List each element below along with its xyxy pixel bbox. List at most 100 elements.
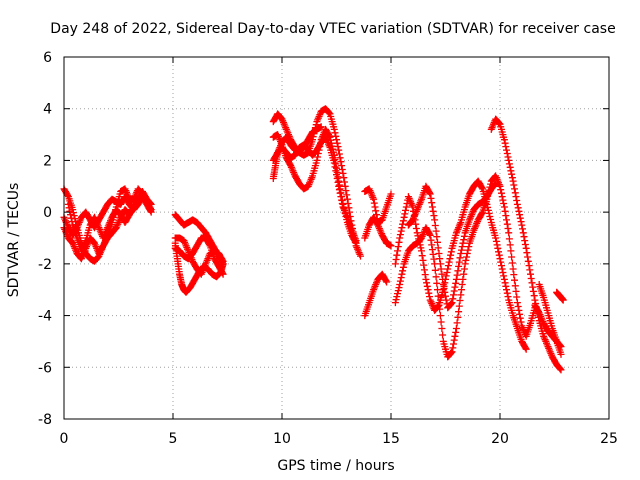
data-point [445,258,453,266]
data-point [412,220,420,228]
data-point [387,190,395,198]
data-point [460,232,468,240]
series-trace-d [64,200,138,255]
data-point [513,197,521,204]
data-point [486,213,494,220]
data-point [505,156,513,164]
data-point [515,306,523,314]
data-point [418,247,425,255]
data-point [426,189,433,197]
data-point [462,256,470,264]
data-point [147,207,154,215]
data-point [147,200,154,207]
data-point [505,160,513,168]
data-point [416,241,424,249]
data-point [496,255,504,263]
data-point [499,196,507,204]
data-point [395,284,403,292]
y-axis-label: SDTVAR / TECUs [6,183,22,298]
data-point [273,150,281,158]
data-point [402,206,409,214]
data-point [455,258,463,266]
data-point [332,167,340,175]
data-point [455,262,463,270]
data-point [428,199,436,207]
data-point [436,312,444,320]
data-point [430,212,438,220]
x-tick-label: 15 [382,431,400,447]
data-point [510,271,518,279]
data-point [447,300,455,307]
data-point [334,143,342,151]
data-point [402,203,410,211]
data-point [456,297,464,304]
data-point [484,203,492,211]
data-point [503,289,511,297]
x-axis-label: GPS time / hours [277,458,394,474]
series-trace-r [404,180,500,312]
data-point [450,336,458,344]
data-point [396,281,404,288]
x-tick-label: 20 [491,431,509,447]
y-tick-label: 2 [43,153,52,169]
data-point [511,185,518,193]
data-point [441,288,449,296]
data-point [439,281,447,288]
data-point [427,236,435,244]
data-point [504,153,512,161]
series-trace-e [171,211,227,268]
series-trace-l [269,123,325,164]
data-point [504,225,512,232]
data-point [517,218,525,226]
data-point [527,270,534,278]
data-point [444,262,452,270]
data-point [508,174,516,182]
data-point [337,158,345,166]
data-point [331,129,339,137]
data-point [451,332,459,340]
data-point [443,269,451,276]
data-point [513,200,521,208]
data-point [436,260,444,268]
data-point [438,325,446,332]
data-point [412,225,420,232]
data-point [516,211,524,219]
data-point [504,293,512,301]
data-point [391,260,399,268]
data-point [357,252,364,260]
data-point [448,348,456,356]
data-point [442,292,449,300]
data-point [420,261,428,269]
data-point [400,213,408,221]
data-point [483,200,491,208]
data-point [67,211,74,219]
data-point [431,216,439,224]
data-point [448,299,456,307]
data-point [382,277,390,285]
data-point [429,250,437,258]
data-point [493,241,501,249]
data-point [452,328,460,336]
data-point [459,239,467,247]
data-point [341,178,348,186]
y-tick-label: -6 [38,360,52,376]
data-point [512,287,520,295]
data-point [450,291,457,299]
data-point [387,242,395,250]
data-point [516,314,524,322]
data-point [511,282,519,290]
data-point [516,214,524,222]
data-point [314,153,322,161]
data-point [205,241,213,248]
data-point [557,350,565,358]
data-point [522,244,530,252]
x-tick-labels: 0 5 10 15 20 25 [60,431,618,447]
y-tick-label: -4 [38,309,52,325]
data-point [67,214,75,222]
data-point [399,217,407,225]
data-point [494,244,502,252]
data-point [333,175,341,182]
data-point [525,262,533,270]
series-trace-g [171,234,227,278]
